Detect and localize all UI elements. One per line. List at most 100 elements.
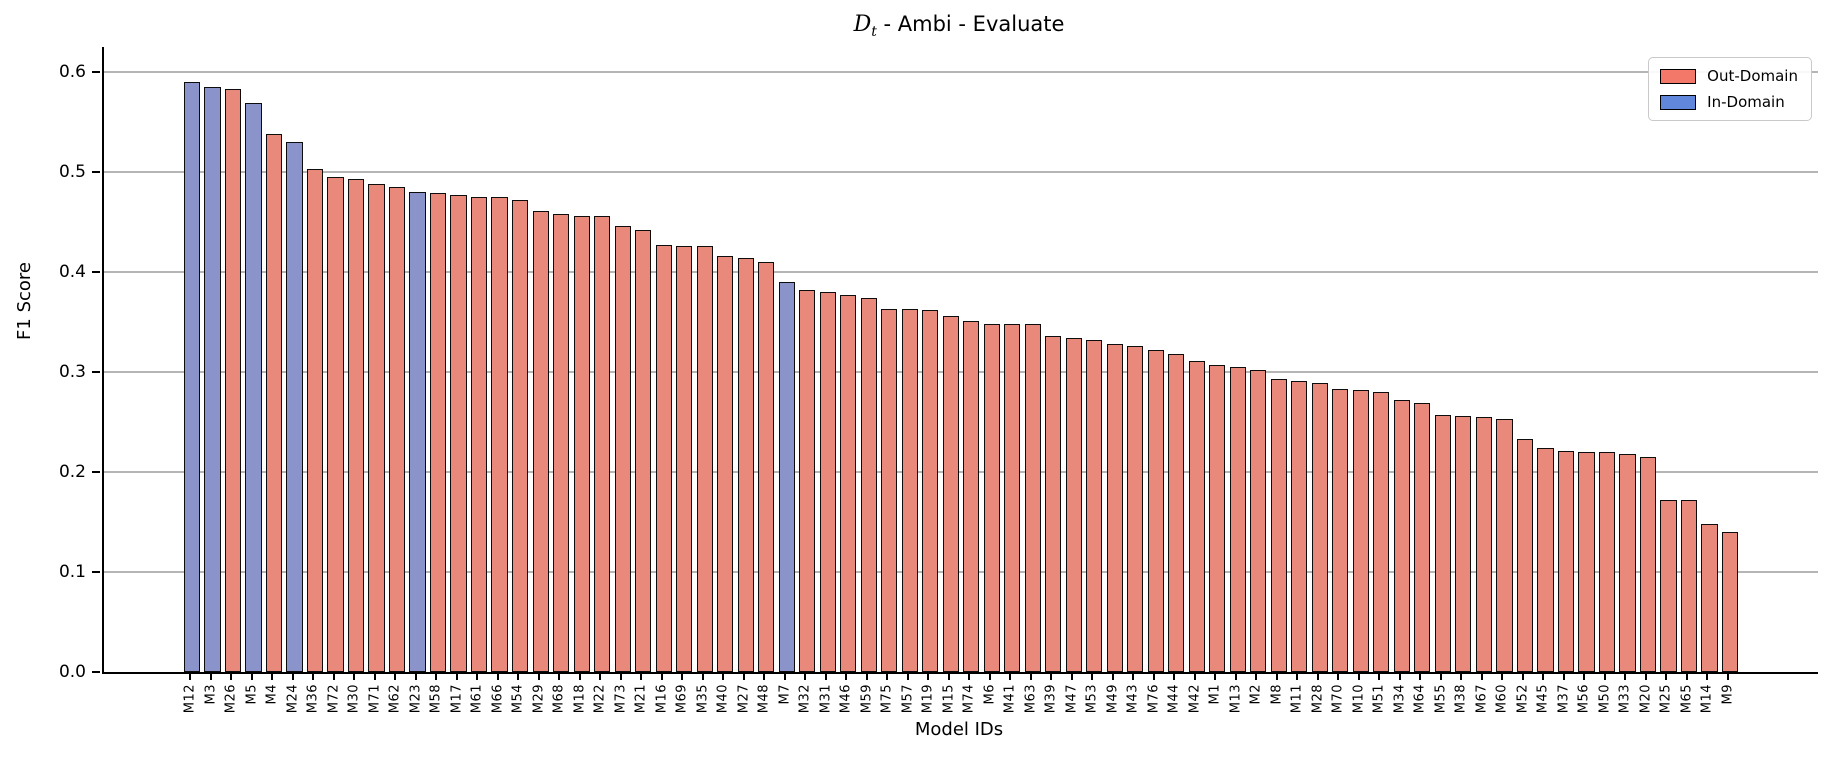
x-tick-M33 bbox=[1624, 674, 1627, 680]
x-tick-M55 bbox=[1439, 674, 1442, 680]
x-tick-label-M23: M23 bbox=[408, 684, 424, 714]
bar-M31 bbox=[819, 292, 836, 672]
x-tick-M57 bbox=[906, 674, 909, 680]
gridline-0.6 bbox=[104, 71, 1818, 73]
x-tick-label-M13: M13 bbox=[1228, 684, 1244, 714]
x-tick-label-M27: M27 bbox=[736, 684, 752, 714]
bar-M39 bbox=[1045, 336, 1062, 672]
bar-M73 bbox=[614, 226, 631, 672]
x-tick-M66 bbox=[496, 674, 499, 680]
x-tick-label-M32: M32 bbox=[797, 684, 813, 714]
bar-M59 bbox=[860, 298, 877, 672]
x-tick-M64 bbox=[1419, 674, 1422, 680]
in-domain-swatch-icon bbox=[1660, 94, 1697, 110]
x-tick-label-M30: M30 bbox=[346, 684, 362, 714]
bar-M32 bbox=[799, 290, 816, 672]
gridline-0.2 bbox=[104, 471, 1818, 473]
x-tick-label-M15: M15 bbox=[941, 684, 957, 714]
bar-M46 bbox=[840, 295, 857, 672]
x-tick-M5 bbox=[250, 674, 253, 680]
x-tick-M14 bbox=[1706, 674, 1709, 680]
bar-M25 bbox=[1660, 500, 1677, 672]
x-tick-label-M12: M12 bbox=[182, 684, 198, 714]
x-tick-M63 bbox=[1029, 674, 1032, 680]
x-tick-label-M29: M29 bbox=[531, 684, 547, 714]
x-tick-M49 bbox=[1111, 674, 1114, 680]
x-tick-M19 bbox=[927, 674, 930, 680]
x-tick-M68 bbox=[558, 674, 561, 680]
bar-M66 bbox=[491, 197, 508, 672]
x-tick-label-M50: M50 bbox=[1597, 684, 1613, 714]
bar-M65 bbox=[1680, 500, 1698, 672]
bar-M50 bbox=[1598, 452, 1615, 672]
y-tick-0.3 bbox=[92, 371, 100, 373]
x-tick-label-M65: M65 bbox=[1679, 684, 1695, 714]
bar-M45 bbox=[1537, 448, 1554, 672]
bar-M71 bbox=[368, 184, 385, 672]
bar-M40 bbox=[717, 256, 734, 672]
x-tick-label-M1: M1 bbox=[1207, 684, 1223, 705]
x-tick-label-M73: M73 bbox=[613, 684, 629, 714]
bar-M67 bbox=[1475, 417, 1492, 672]
bar-M4 bbox=[265, 134, 283, 672]
bar-M35 bbox=[696, 246, 713, 672]
x-tick-label-M49: M49 bbox=[1105, 684, 1121, 714]
x-tick-M54 bbox=[517, 674, 520, 680]
x-tick-M21 bbox=[640, 674, 643, 680]
bar-M69 bbox=[676, 246, 693, 672]
x-tick-M36 bbox=[312, 674, 315, 680]
bar-M61 bbox=[470, 197, 488, 672]
title-text: - Ambi - Evaluate bbox=[876, 12, 1065, 36]
bar-M8 bbox=[1270, 379, 1287, 672]
x-tick-M27 bbox=[742, 674, 745, 680]
bar-M14 bbox=[1701, 524, 1718, 672]
x-tick-M52 bbox=[1521, 674, 1524, 680]
x-tick-M58 bbox=[435, 674, 438, 680]
x-tick-label-M26: M26 bbox=[223, 684, 239, 714]
x-tick-label-M52: M52 bbox=[1515, 684, 1531, 714]
legend: Out-Domain In-Domain bbox=[1648, 57, 1812, 121]
x-tick-M30 bbox=[353, 674, 356, 680]
x-tick-label-M22: M22 bbox=[592, 684, 608, 714]
x-tick-M53 bbox=[1091, 674, 1094, 680]
gridline-0.4 bbox=[104, 271, 1818, 273]
x-tick-label-M43: M43 bbox=[1125, 684, 1141, 714]
x-tick-label-M4: M4 bbox=[264, 684, 280, 705]
x-tick-M2 bbox=[1255, 674, 1258, 680]
bar-M41 bbox=[1004, 324, 1021, 672]
x-tick-M62 bbox=[394, 674, 397, 680]
x-tick-label-M57: M57 bbox=[900, 684, 916, 714]
x-tick-M31 bbox=[824, 674, 827, 680]
x-tick-label-M59: M59 bbox=[859, 684, 875, 714]
x-tick-label-M6: M6 bbox=[982, 684, 998, 705]
bar-M55 bbox=[1434, 415, 1451, 672]
bar-M64 bbox=[1414, 403, 1431, 672]
x-tick-M39 bbox=[1050, 674, 1053, 680]
bar-M23 bbox=[409, 192, 426, 672]
x-tick-M15 bbox=[947, 674, 950, 680]
bar-M17 bbox=[450, 195, 467, 672]
x-tick-M17 bbox=[455, 674, 458, 680]
bar-M28 bbox=[1311, 383, 1328, 672]
x-tick-M32 bbox=[804, 674, 807, 680]
x-tick-M46 bbox=[845, 674, 848, 680]
x-tick-M22 bbox=[599, 674, 602, 680]
bar-M34 bbox=[1393, 400, 1410, 672]
x-tick-label-M63: M63 bbox=[1023, 684, 1039, 714]
x-tick-label-M24: M24 bbox=[285, 684, 301, 714]
gridline-0.1 bbox=[104, 571, 1818, 573]
title-subscript: t bbox=[871, 24, 877, 41]
x-tick-M23 bbox=[414, 674, 417, 680]
bar-M76 bbox=[1147, 350, 1164, 672]
y-tick-label-0.2: 0.2 bbox=[58, 462, 86, 482]
x-tick-label-M51: M51 bbox=[1371, 684, 1387, 714]
x-tick-label-M10: M10 bbox=[1351, 684, 1367, 714]
y-tick-0.5 bbox=[92, 171, 100, 173]
x-tick-label-M66: M66 bbox=[490, 684, 506, 714]
x-tick-label-M42: M42 bbox=[1187, 684, 1203, 714]
x-tick-M16 bbox=[660, 674, 663, 680]
x-tick-M6 bbox=[988, 674, 991, 680]
bar-M57 bbox=[901, 309, 918, 672]
bar-M13 bbox=[1229, 367, 1246, 672]
